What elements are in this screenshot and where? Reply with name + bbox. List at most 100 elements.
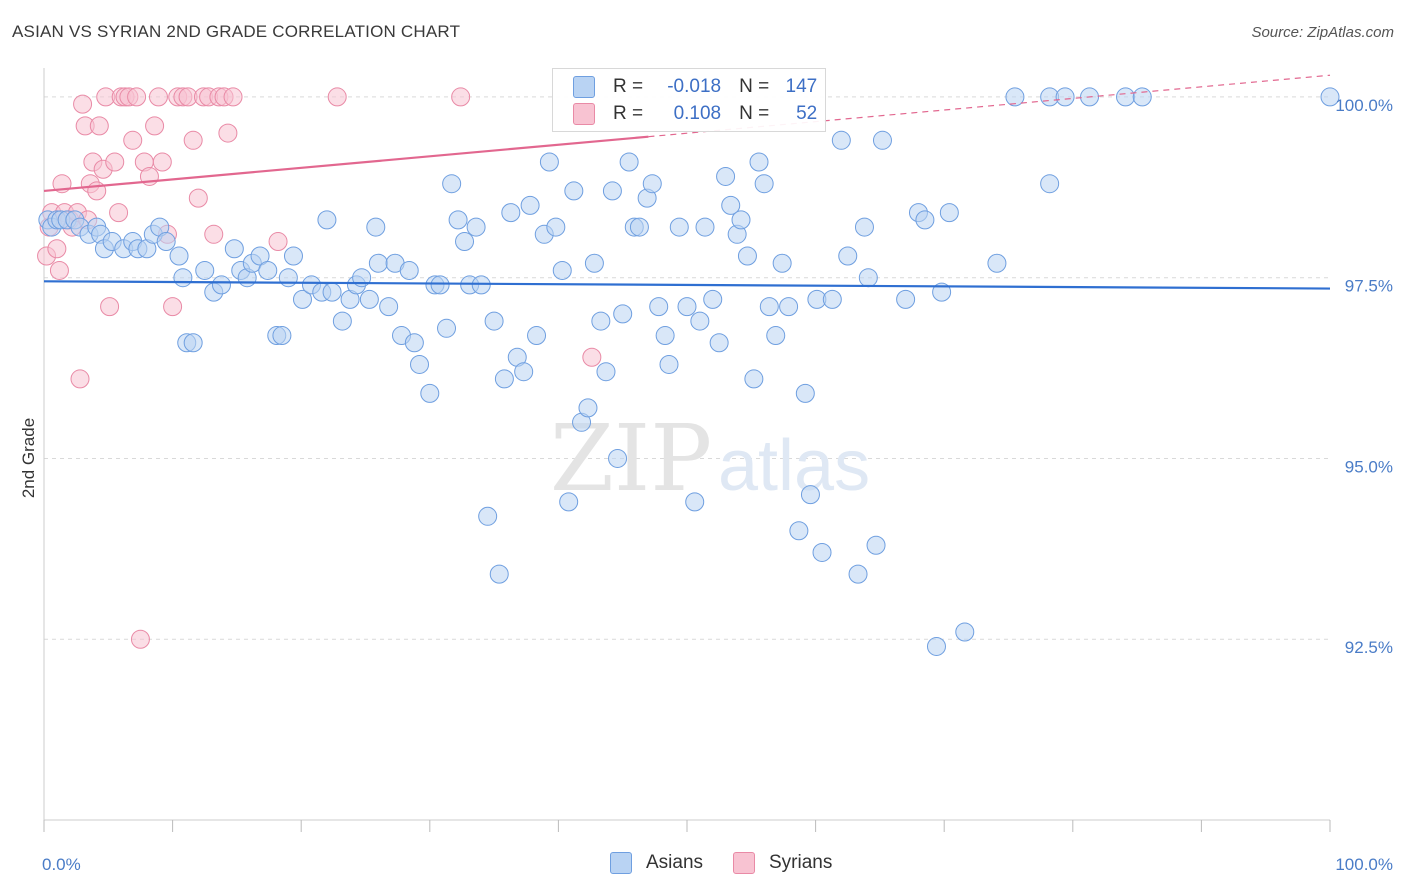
syrian-point [145,116,165,136]
asian-point [514,362,534,382]
syrian-point [327,87,347,107]
legend-row-syrians: R = 0.108 N = 52 [573,101,817,127]
syrian-point [109,203,129,223]
asian-point [546,217,566,237]
syrian-point [123,130,143,150]
asian-point [659,354,679,374]
legend-panel: R = -0.018 N = 147 R = 0.108 N = 52 [552,68,826,132]
asian-point [278,268,298,288]
asian-point [471,275,491,295]
asian-point [915,210,935,230]
asian-point [629,217,649,237]
axes [43,68,1331,832]
asian-point [655,326,675,346]
asian-point [322,282,342,302]
syrian-point [105,152,125,172]
asian-point [442,174,462,194]
syrian-point [100,297,120,317]
asian-point [858,268,878,288]
asian-point [731,210,751,230]
bottom-legend-swatch-syrians [733,852,755,874]
asian-point [366,217,386,237]
asian-point [292,289,312,309]
asian-point [156,232,176,252]
asian-point [494,369,514,389]
syrian-point [451,87,471,107]
asian-point [831,130,851,150]
asian-point [716,166,736,186]
asian-point [987,253,1007,273]
bottom-legend-swatch-asians [610,852,632,874]
bottom-legend-asians[interactable]: Asians [610,852,703,874]
asian-point [795,383,815,403]
asian-point [224,239,244,259]
asian-point [317,210,337,230]
asian-point [695,217,715,237]
asian-point [527,326,547,346]
legend-r-value-asians: -0.018 [667,76,722,97]
asian-point [437,318,457,338]
asian-point [939,203,959,223]
asian-point [772,253,792,273]
asian-point [749,152,769,172]
asian-point [896,289,916,309]
asian-point [709,333,729,353]
asian-point [489,564,509,584]
asian-point [690,311,710,331]
syrian-point [268,232,288,252]
asian-point [649,297,669,317]
source-label: Source: ZipAtlas.com [1251,24,1394,41]
legend-r-value-syrians: 0.108 [673,103,722,124]
y-tick-label: 95.0% [1345,457,1393,476]
asian-point [1040,174,1060,194]
asian-point [169,246,189,266]
legend-swatch-syrians [573,103,595,125]
asian-point [759,297,779,317]
legend-n-label: N = [739,103,770,124]
asian-point [932,282,952,302]
syrian-point [130,629,150,649]
asian-point [520,195,540,215]
asian-point [642,174,662,194]
asian-point [584,253,604,273]
asian-point [183,333,203,353]
y-tick-label: 100.0% [1335,96,1393,115]
asian-point [564,181,584,201]
asian-point [613,304,633,324]
syrian-point [183,130,203,150]
asian-point [578,398,598,418]
asian-point [800,485,820,505]
asian-point [1005,87,1025,107]
asian-point [368,253,388,273]
asian-point [539,152,559,172]
asian-point [596,362,616,382]
asian-point [410,354,430,374]
asian-point [737,246,757,266]
asian-point [789,521,809,541]
asian-point [448,210,468,230]
syrian-point [152,152,172,172]
asian-point [669,217,689,237]
asian-point [283,246,303,266]
legend-r-label: R = [613,103,644,124]
asian-point [619,152,639,172]
asian-point [838,246,858,266]
asian-point [608,448,628,468]
asian-point [754,174,774,194]
asian-point [721,195,741,215]
bottom-legend-syrians[interactable]: Syrians [733,852,832,874]
syrian-trend-line [43,135,649,193]
legend-r-label: R = [613,76,644,97]
syrian-point [188,188,208,208]
asian-point [359,289,379,309]
asian-point [1116,87,1136,107]
syrian-point [223,87,243,107]
syrian-point [204,224,224,244]
asian-point [926,636,946,656]
legend-row-asians: R = -0.018 N = 147 [573,74,817,100]
asian-point [455,232,475,252]
asian-point [258,260,278,280]
asian-point [866,535,886,555]
asian-point [420,383,440,403]
